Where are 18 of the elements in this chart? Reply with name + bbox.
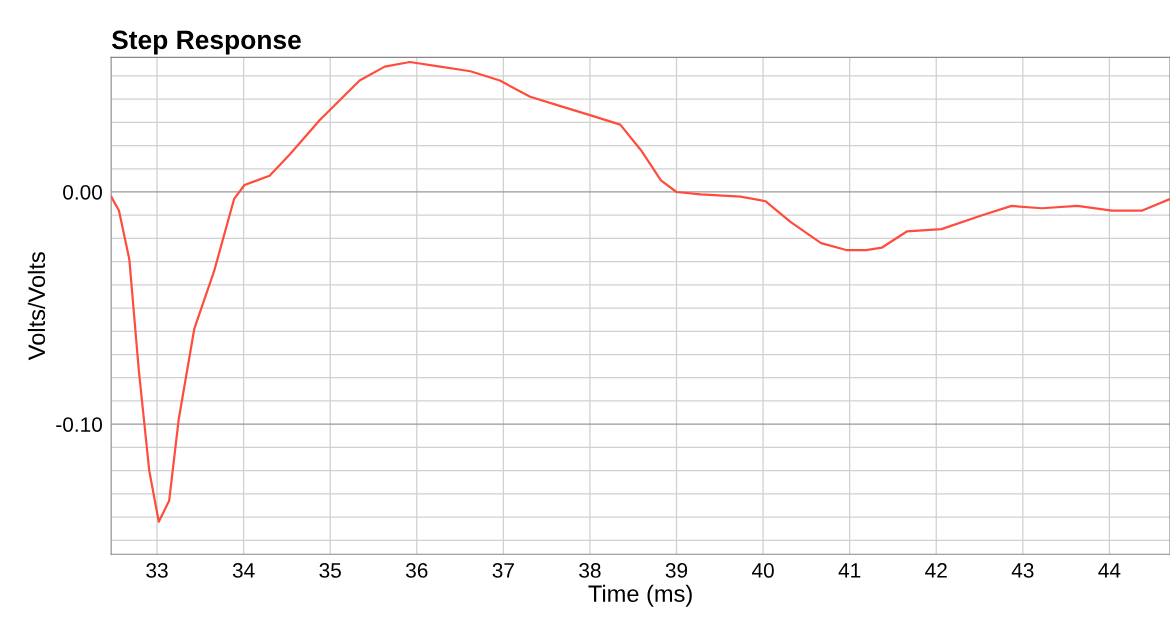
line-series xyxy=(111,60,1170,523)
x-tick-label: 37 xyxy=(492,563,514,578)
y-tick-label: 0.00 xyxy=(63,184,103,200)
chart-title: Step Response xyxy=(111,30,301,55)
x-tick-label: 42 xyxy=(925,563,947,578)
x-tick-label: 41 xyxy=(838,563,861,578)
y-axis-title: Volts/Volts xyxy=(27,252,46,361)
x-tick-label: 36 xyxy=(405,563,428,578)
x-tick-label: 40 xyxy=(751,563,774,578)
x-tick-label: 39 xyxy=(665,563,688,578)
x-tick-label: 38 xyxy=(579,563,601,578)
x-tick-label: 43 xyxy=(1011,563,1034,578)
x-tick-label: 44 xyxy=(1098,563,1121,578)
x-tick-label: 35 xyxy=(319,563,341,578)
x-tick-label: 33 xyxy=(146,563,168,578)
y-tick-label: -0.10 xyxy=(56,417,103,432)
x-axis-title: Time (ms) xyxy=(588,584,692,607)
x-tick-label: 34 xyxy=(232,563,255,578)
